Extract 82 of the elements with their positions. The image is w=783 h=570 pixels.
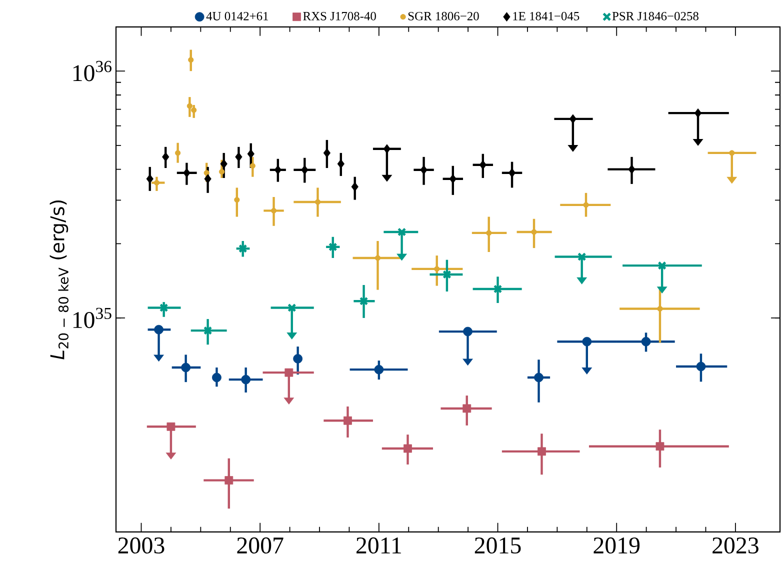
point: [274, 165, 282, 175]
x-tick-label: 2019: [594, 537, 640, 554]
point: [351, 182, 358, 192]
point: [656, 442, 664, 451]
point: [442, 270, 452, 279]
point: [181, 362, 191, 372]
point: [166, 422, 176, 431]
y-axis-title: L$_{20 − 80 keV}$ (erg/s): [50, 200, 68, 360]
point: [250, 163, 256, 169]
point: [397, 228, 406, 236]
point: [247, 149, 254, 159]
y-tick-label: 10$^{36}$: [73, 60, 112, 82]
point: [374, 255, 381, 261]
point: [159, 303, 168, 312]
point: [337, 159, 344, 169]
point: [183, 168, 190, 178]
point: [538, 447, 546, 456]
point: [224, 476, 234, 485]
point: [162, 152, 170, 162]
point: [729, 150, 735, 156]
point: [420, 165, 428, 175]
x-tick-label: 2023: [712, 537, 758, 554]
point: [486, 230, 492, 236]
legend-label: RXS J1708-40: [303, 12, 376, 20]
point: [323, 148, 331, 158]
point: [531, 229, 537, 235]
point: [344, 416, 352, 425]
point: [188, 57, 194, 63]
point: [493, 284, 502, 294]
x-tick-label: 2015: [474, 537, 521, 554]
point: [204, 174, 212, 184]
point: [696, 362, 706, 372]
point: [582, 336, 592, 346]
point: [359, 296, 368, 306]
point: [374, 364, 384, 374]
point: [434, 266, 440, 272]
legend-label: SGR 1806−20: [408, 12, 479, 20]
point: [694, 108, 702, 118]
point: [241, 374, 251, 384]
point: [154, 180, 160, 186]
point: [154, 324, 164, 334]
point: [288, 303, 296, 312]
point: [146, 174, 154, 184]
legend-label: 4U 0142+61: [206, 12, 268, 20]
point: [462, 404, 472, 413]
point: [293, 354, 303, 364]
point: [186, 103, 192, 109]
point: [404, 444, 412, 453]
x-tick-label: 2003: [118, 537, 164, 554]
point: [203, 326, 212, 335]
point: [508, 168, 516, 178]
point: [657, 306, 663, 312]
point: [220, 159, 228, 169]
y-tick-label: 10$^{35}$: [73, 308, 112, 328]
point: [628, 164, 636, 174]
point: [641, 336, 651, 346]
point: [284, 368, 294, 377]
point: [234, 197, 240, 203]
point: [463, 326, 472, 336]
point: [569, 114, 577, 124]
point: [270, 208, 277, 214]
legend-label: 1E 1841−045: [513, 12, 580, 20]
point: [204, 170, 210, 176]
point: [583, 202, 589, 208]
point: [174, 150, 181, 156]
point: [314, 199, 321, 205]
x-tick-label: 2007: [237, 537, 284, 554]
point: [658, 261, 666, 270]
point: [212, 372, 222, 382]
x-tick-label: 2011: [356, 537, 401, 554]
point: [479, 160, 486, 170]
legend-label: PSR J1846−0258: [612, 12, 698, 20]
point: [301, 165, 308, 175]
point: [218, 168, 225, 175]
point: [577, 252, 586, 262]
point: [191, 107, 197, 113]
point: [235, 152, 242, 162]
point: [449, 174, 456, 184]
point: [534, 372, 544, 382]
point: [383, 144, 391, 154]
point: [238, 244, 248, 253]
point: [328, 242, 338, 252]
